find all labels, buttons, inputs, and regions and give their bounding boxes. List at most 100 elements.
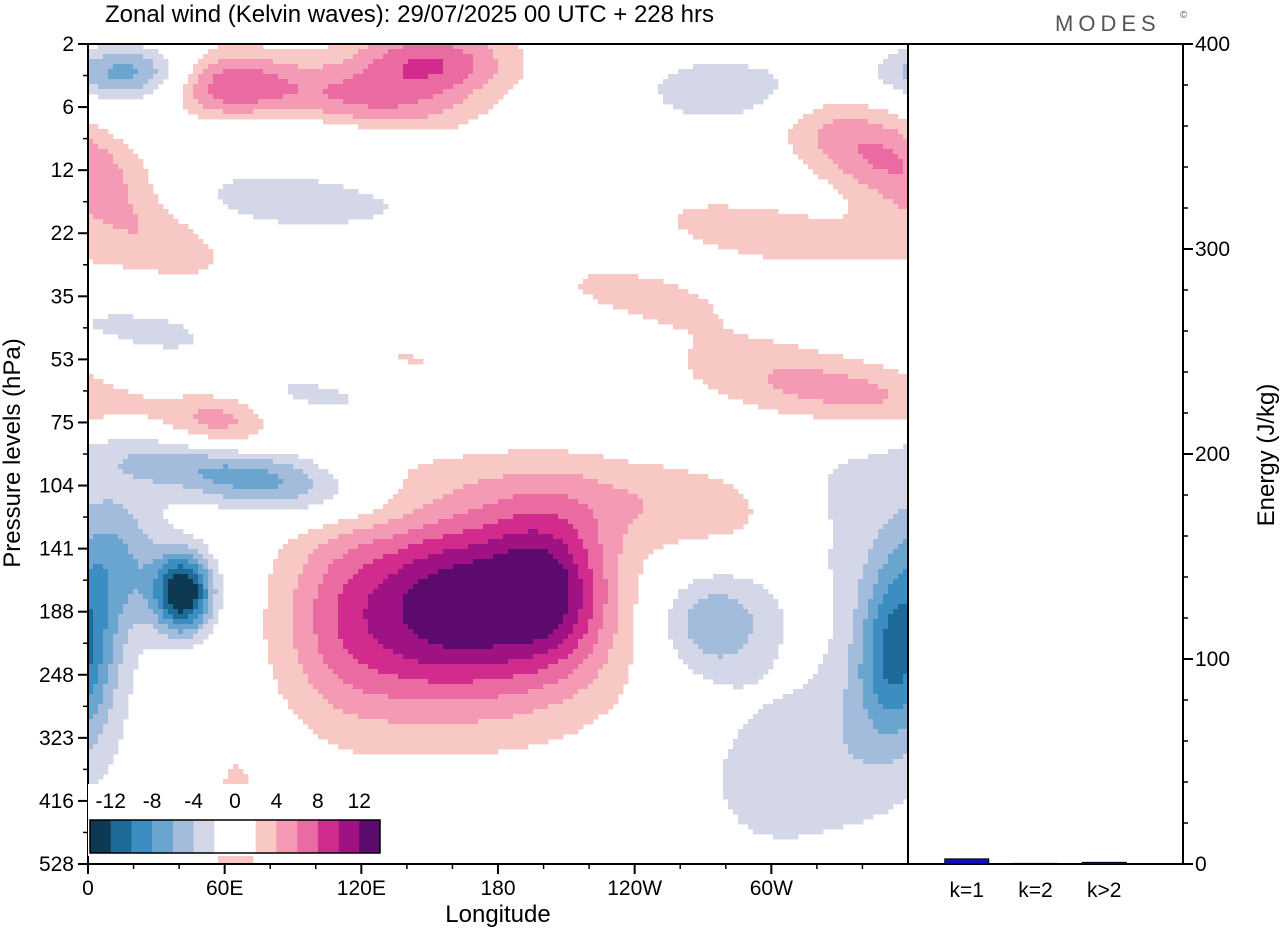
heat-cell [708,74,714,80]
heat-cell [88,239,94,245]
heat-cell [328,94,334,100]
heat-cell [853,374,859,380]
heat-cell [308,109,314,115]
heat-cell [583,284,589,290]
heat-cell [903,189,909,195]
heat-cell [113,139,119,145]
heat-cell [833,174,839,180]
heat-cell [408,49,414,55]
heat-cell [93,214,99,220]
heat-cell [358,194,364,200]
heat-cell [703,299,709,305]
heat-cell [143,454,149,460]
heat-cell [103,204,109,210]
heat-cell [208,109,214,115]
heat-cell [233,199,239,205]
heat-cell [363,194,369,200]
heat-cell [98,164,104,170]
heat-cell [518,54,524,60]
heat-cell [298,384,304,390]
heat-cell [863,149,869,155]
heat-cell [653,469,659,475]
heat-cell [678,289,684,295]
heat-cell [743,364,749,370]
heat-cell [423,44,429,50]
heat-cell [403,84,409,90]
heat-cell [443,59,449,65]
heat-cell [323,399,329,405]
heat-cell [888,119,894,125]
heat-cell [153,249,159,255]
heat-cell [418,99,424,105]
heat-cell [163,74,169,80]
heat-cell [278,199,284,205]
heat-cell [158,214,164,220]
heat-cell [508,84,514,90]
heat-cell [93,234,99,240]
heat-cell [143,64,149,70]
heat-cell [443,64,449,70]
heat-cell [728,364,734,370]
heat-cell [93,394,99,400]
heat-cell [408,489,414,495]
heat-cell [603,284,609,290]
heat-cell [483,464,489,470]
heat-cell [108,469,114,475]
heat-cell [793,129,799,135]
heat-cell [518,74,524,80]
heat-cell [518,64,524,70]
heat-cell [668,289,674,295]
heat-cell [763,214,769,220]
heat-cell [688,299,694,305]
heat-cell [763,74,769,80]
heat-cell [118,209,124,215]
heat-cell [428,114,434,120]
heat-cell [893,234,899,240]
heat-cell [608,464,614,470]
heat-cell [813,159,819,165]
heat-cell [863,129,869,135]
heat-cell [883,219,889,225]
heat-cell [203,109,209,115]
heat-cell [883,59,889,65]
heat-cell [433,69,439,75]
heat-cell [808,119,814,125]
heat-cell [513,454,519,460]
heat-cell [173,219,179,225]
heat-cell [288,89,294,95]
heat-cell [128,239,134,245]
heat-cell [223,59,229,65]
heat-cell [318,469,324,475]
heat-cell [123,494,129,500]
heat-cell [903,199,909,205]
heat-cell [858,384,864,390]
heat-cell [503,459,509,465]
heat-cell [753,379,759,385]
heat-cell [278,489,284,495]
heat-cell [733,494,739,500]
heat-cell [903,394,909,400]
heat-cell [438,104,444,110]
heat-cell [93,79,99,85]
heat-cell [633,274,639,280]
heat-cell [848,219,854,225]
heat-cell [443,69,449,75]
heat-cell [173,409,179,415]
heat-cell [213,79,219,85]
heat-cell [193,409,199,415]
heat-cell [168,469,174,475]
heat-cell [848,214,854,220]
heat-cell [788,389,794,395]
heat-cell [658,469,664,475]
heat-cell [428,59,434,65]
heat-cell [343,54,349,60]
heat-cell [388,94,394,100]
heat-cell [123,44,129,50]
heat-cell [253,209,259,215]
heat-cell [123,474,129,480]
heat-cell [713,84,719,90]
heat-cell [138,184,144,190]
heat-cell [893,379,899,385]
heat-cell [683,299,689,305]
heat-cell [343,219,349,225]
